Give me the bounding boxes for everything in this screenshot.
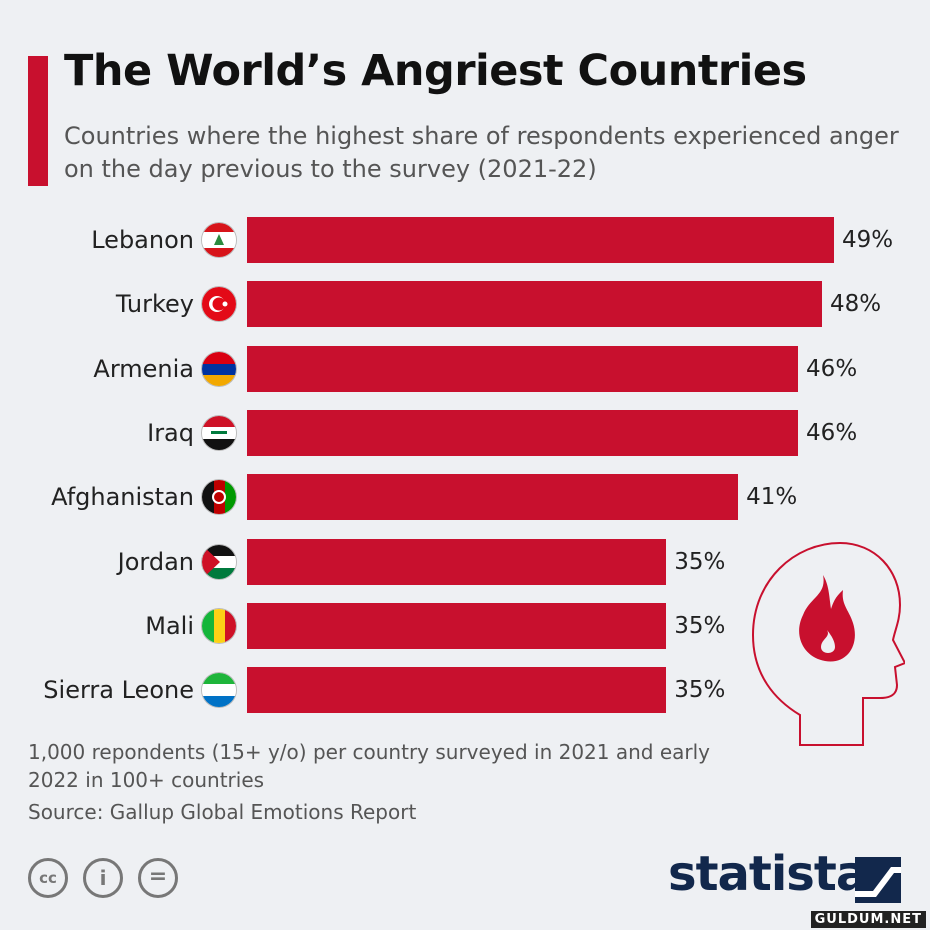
flag-icon <box>202 351 236 386</box>
data-label: 35% <box>674 548 726 575</box>
data-label: 35% <box>674 612 726 639</box>
bar <box>247 538 667 585</box>
flag-icon <box>202 673 236 708</box>
category-label: Mali <box>145 611 194 640</box>
bar <box>247 281 823 328</box>
chart-subtitle: Countries where the highest share of res… <box>64 122 899 183</box>
category-label: Armenia <box>93 354 194 383</box>
data-label: 46% <box>806 419 858 446</box>
data-label: 49% <box>842 227 894 253</box>
flag-icon <box>202 608 236 643</box>
category-label: Iraq <box>147 418 194 447</box>
category-label: Sierra Leone <box>43 676 194 705</box>
bar <box>247 217 834 263</box>
data-label: 41% <box>746 484 798 511</box>
flag-icon <box>202 223 236 257</box>
no-derivatives-icon[interactable]: = <box>138 858 178 898</box>
flag-icon <box>202 415 236 450</box>
bar <box>247 667 667 714</box>
category-label: Lebanon <box>91 226 194 254</box>
bar <box>247 474 739 521</box>
data-label: 48% <box>830 291 882 318</box>
statista-logo-text[interactable]: statista <box>668 846 868 902</box>
angry-head-flame-icon <box>751 541 905 746</box>
statista-logo-icon <box>855 857 901 903</box>
category-label: Jordan <box>117 547 194 576</box>
category-label: Turkey <box>115 290 194 319</box>
creative-commons-icon[interactable]: cc <box>28 858 68 898</box>
flag-icon <box>202 480 236 515</box>
bar <box>247 602 667 649</box>
attribution-icon[interactable]: i <box>83 858 123 898</box>
footnote: 1,000 repondents (15+ y/o) per country s… <box>28 740 711 792</box>
flag-icon <box>202 544 236 579</box>
flag-icon <box>202 287 236 322</box>
data-label: 46% <box>806 355 858 382</box>
chart-title: The World’s Angriest Countries <box>64 46 807 96</box>
bar <box>247 409 799 456</box>
watermark: GULDUM.NET <box>810 911 926 928</box>
data-label: 35% <box>674 677 726 704</box>
source-note: Source: Gallup Global Emotions Report <box>28 800 417 824</box>
title-accent-bar <box>28 56 48 186</box>
bar <box>247 345 799 392</box>
category-label: Afghanistan <box>51 483 194 512</box>
